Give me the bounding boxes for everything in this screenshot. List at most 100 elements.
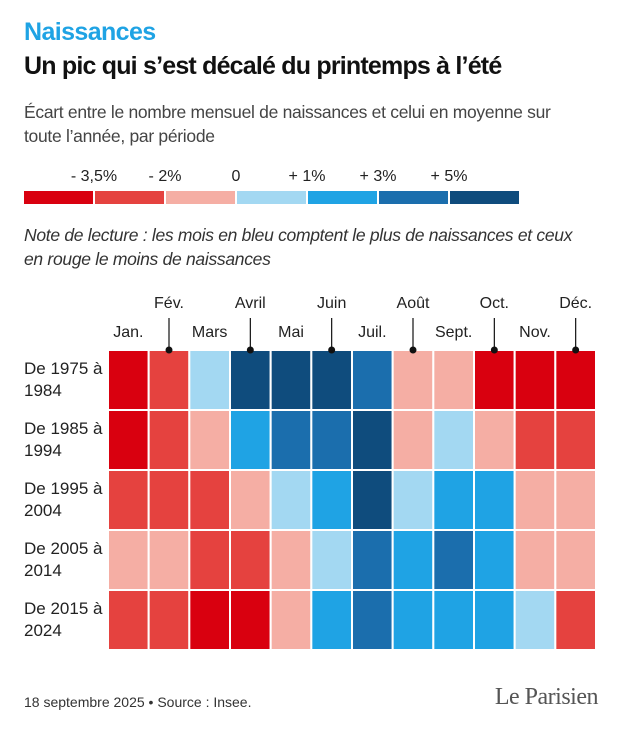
heatmap-cell (107, 469, 150, 531)
x-tick-dot (572, 346, 580, 354)
heatmap-cell (554, 469, 597, 531)
heatmap-cell (107, 349, 150, 411)
x-tick-label: Juin (317, 295, 346, 312)
x-tick-label: Oct. (480, 295, 509, 312)
legend-label: + 1% (289, 168, 326, 185)
heatmap-cell (391, 349, 435, 411)
heatmap-cell (432, 469, 476, 531)
x-tick-label: Jan. (113, 324, 143, 341)
heatmap-cell (188, 409, 231, 471)
heatmap-cell (513, 589, 557, 651)
legend-swatch (24, 191, 93, 204)
y-tick-label: De 1975 à 1984 (24, 359, 103, 400)
heatmap-cell (107, 409, 150, 471)
heatmap-cell (188, 589, 231, 651)
source: 18 septembre 2025 • Source : Insee. (24, 694, 252, 710)
heatmap-cell (107, 589, 150, 651)
heatmap-cell (554, 349, 597, 411)
y-tick-label: De 1985 à 1994 (24, 419, 103, 460)
heatmap-cell (310, 529, 354, 591)
heatmap-cell (432, 529, 476, 591)
heatmap-cell (147, 409, 191, 471)
heatmap-cell (351, 589, 394, 651)
heatmap-cell (229, 349, 272, 411)
x-tick-label: Mars (192, 324, 228, 341)
subtitle: Écart entre le nombre mensuel de naissan… (24, 102, 551, 146)
reading-note: Note de lecture : les mois en bleu compt… (24, 225, 573, 269)
heatmap-cell (351, 349, 394, 411)
heatmap-cell (513, 469, 557, 531)
heatmap-cell (351, 469, 394, 531)
x-tick-label: Avril (235, 295, 266, 312)
legend-label: 0 (232, 168, 241, 185)
logo: Le Parisien (494, 684, 599, 710)
heatmap-cell (188, 529, 231, 591)
x-tick-dot (165, 346, 173, 354)
heatmap-cell (554, 589, 597, 651)
y-tick-label: De 2005 à 2014 (24, 539, 103, 580)
legend-swatch (308, 191, 377, 204)
heatmap-cell (269, 409, 313, 471)
heatmap-cell (513, 349, 557, 411)
heatmap-cell (147, 469, 191, 531)
heatmap-cell (351, 529, 394, 591)
legend-label: + 5% (431, 168, 468, 185)
heatmap-cell (391, 589, 435, 651)
heatmap-cell (269, 469, 313, 531)
heatmap-cell (310, 409, 354, 471)
heatmap-cell (310, 469, 354, 531)
y-tick-label: De 2015 à 2024 (24, 599, 103, 640)
kicker: Naissances (24, 18, 156, 46)
x-tick-dot (328, 346, 336, 354)
heatmap-cell (229, 529, 272, 591)
heatmap-cell (107, 529, 150, 591)
chart-title: Un pic qui s’est décalé du printemps à l… (24, 52, 502, 80)
heatmap-cell (473, 469, 516, 531)
legend-label: - 2% (149, 168, 182, 185)
x-tick-dot (409, 346, 417, 354)
x-tick-label: Août (397, 295, 430, 312)
heatmap-cell (513, 409, 557, 471)
heatmap-cell (269, 589, 313, 651)
legend-swatch (166, 191, 235, 204)
legend-swatch (450, 191, 519, 204)
heatmap-cell (554, 409, 597, 471)
heatmap-cell (351, 409, 394, 471)
heatmap-cell (432, 589, 476, 651)
heatmap-cell (432, 349, 476, 411)
x-tick-label: Nov. (519, 324, 551, 341)
legend-label: + 3% (360, 168, 397, 185)
x-tick-label: Sept. (435, 324, 472, 341)
heatmap-cell (269, 349, 313, 411)
heatmap-cell (432, 409, 476, 471)
x-tick-label: Juil. (358, 324, 386, 341)
heatmap-cell (391, 529, 435, 591)
x-tick-dot (246, 346, 254, 354)
heatmap-cell (229, 589, 272, 651)
heatmap-cell (473, 529, 516, 591)
heatmap-cell (310, 349, 354, 411)
heatmap-cell (188, 349, 231, 411)
x-tick-label: Mai (278, 324, 304, 341)
heatmap-cell (229, 409, 272, 471)
legend-label: - 3,5% (71, 168, 117, 185)
heatmap-cell (513, 529, 557, 591)
heatmap-cell (188, 469, 231, 531)
heatmap-cell (229, 469, 272, 531)
legend-swatch (379, 191, 448, 204)
x-tick-label: Fév. (154, 295, 184, 312)
heatmap-cell (147, 589, 191, 651)
x-tick-dot (490, 346, 498, 354)
heatmap-cell (554, 529, 597, 591)
heatmap-cell (391, 469, 435, 531)
heatmap-cell (473, 409, 516, 471)
legend-swatch (237, 191, 306, 204)
x-tick-label: Déc. (559, 295, 592, 312)
heatmap-cell (473, 589, 516, 651)
heatmap-cell (473, 349, 516, 411)
heatmap-cell (147, 529, 191, 591)
heatmap-cell (391, 409, 435, 471)
y-tick-label: De 1995 à 2004 (24, 479, 103, 520)
